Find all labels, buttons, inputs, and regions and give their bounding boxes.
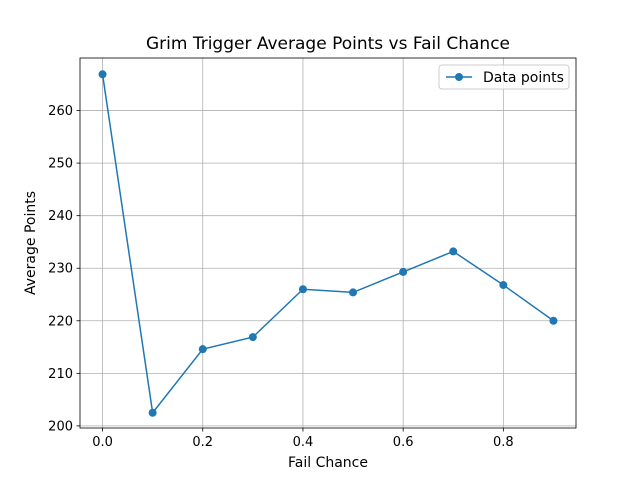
data-point <box>449 247 458 256</box>
y-tick-label: 260 <box>48 104 73 119</box>
legend-label: Data points <box>483 70 564 86</box>
data-point <box>399 267 408 276</box>
data-point <box>549 316 558 325</box>
x-tick-label: 0.4 <box>293 435 314 450</box>
plot-frame <box>79 57 577 429</box>
series-layer <box>98 70 558 417</box>
data-point <box>198 345 207 354</box>
data-point <box>298 285 307 294</box>
y-axis-label: Average Points <box>23 191 39 295</box>
chart-title: Grim Trigger Average Points vs Fail Chan… <box>146 34 510 54</box>
legend-marker-swatch <box>455 73 463 81</box>
x-axis-label: Fail Chance <box>288 455 368 471</box>
series-line <box>101 74 554 415</box>
legend-box <box>438 64 570 90</box>
data-point <box>98 70 107 79</box>
grid <box>80 58 576 428</box>
y-tick-label: 220 <box>48 314 73 329</box>
x-tick-label: 0.0 <box>92 435 113 450</box>
x-tick-label: 0.8 <box>493 435 514 450</box>
data-point <box>349 288 358 297</box>
data-point <box>148 408 157 417</box>
legend: Data points <box>438 64 570 90</box>
data-point <box>248 333 257 342</box>
y-tick-label: 230 <box>48 262 73 277</box>
y-tick-label: 240 <box>48 209 73 224</box>
x-tick-label: 0.2 <box>192 435 213 450</box>
y-tick-label: 250 <box>48 157 73 172</box>
axis-ticks: 0.0 0.2 0.4 0.6 0.8 200 210 220 230 240 250 260 <box>48 104 514 450</box>
x-tick-label: 0.6 <box>393 435 414 450</box>
y-tick-label: 200 <box>48 419 73 434</box>
data-point <box>499 281 508 290</box>
y-tick-label: 210 <box>48 367 73 382</box>
